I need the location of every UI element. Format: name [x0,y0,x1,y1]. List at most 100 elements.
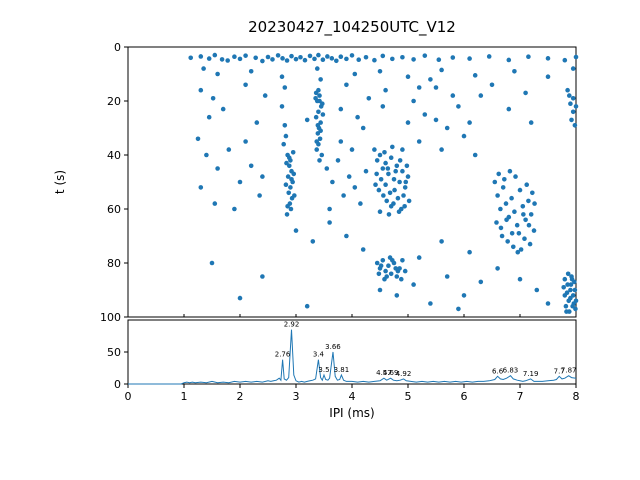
scatter-point [381,193,386,198]
scatter-point [397,158,403,163]
scatter-point [545,56,551,61]
scatter-point [288,206,294,212]
scatter-point [439,147,444,152]
scatter-point [498,225,504,231]
peak-label: 3.4 [313,351,325,359]
scatter-point [237,295,243,301]
scatter-point [568,287,573,293]
scatter-point [260,274,265,279]
y-tick-label: 100 [100,311,121,324]
scatter-point [320,101,325,106]
scatter-point [444,125,450,131]
scatter-point [563,303,569,309]
scatter-point [392,187,397,193]
scatter-point [320,57,326,62]
scatter-point [363,168,369,174]
scatter-point [243,82,248,88]
scatter-point [573,54,579,60]
scatter-point [402,204,407,209]
peak-label: 3.81 [334,366,350,374]
scatter-point [282,85,288,90]
scatter-point [285,204,290,209]
x-tick-label: 0 [125,390,132,403]
scatter-point [517,187,523,193]
scatter-point [456,104,461,109]
scatter-point [248,163,254,169]
scatter-point [204,152,209,158]
scatter-point [569,117,574,123]
peak-label: 2.76 [275,351,291,359]
chart-title: 20230427_104250UTC_V12 [248,18,456,36]
scatter-point [220,106,226,112]
scatter-point [478,279,484,285]
scatter-point [257,193,262,198]
scatter-point [374,158,380,163]
scatter-point [260,58,265,64]
scatter-point [317,136,323,142]
scatter-point [527,241,533,247]
scatter-point [502,177,507,182]
scatter-point [198,54,204,59]
scatter-point [334,58,339,64]
scatter-point [243,139,248,144]
scatter-point [404,163,410,169]
scatter-point [505,239,510,244]
scatter-point [317,93,322,98]
scatter-point [298,54,303,60]
scatter-point [489,82,495,88]
scatter-point [372,147,377,152]
scatter-point [390,144,395,150]
x-tick-label: 1 [181,390,188,403]
scatter-point [506,57,512,63]
scatter-point [188,55,194,61]
scatter-point [522,236,527,241]
scatter-point [280,56,285,61]
scatter-point [372,57,377,63]
scatter-point [374,171,379,177]
scatter-point [461,293,467,298]
scatter-point [198,87,204,93]
scatter-point [289,53,294,59]
scatter-point [344,56,349,62]
scatter-point [284,212,290,217]
scatter-point [356,57,362,62]
scatter-point [344,233,349,239]
scatter-point [436,57,442,62]
x-tick-label: 3 [293,390,300,403]
scatter-point [383,268,388,274]
scatter-point [355,114,360,120]
scatter-point [388,204,394,209]
scatter-point [279,74,285,79]
scatter-point [394,163,400,169]
scatter-point [312,56,317,62]
scatter-point [380,258,386,263]
scatter-point [232,54,237,60]
scatter-point [566,93,572,98]
scatter-plot-box [127,46,577,318]
scatter-point [390,258,395,263]
scatter-point [358,201,363,206]
scatter-point [310,239,316,244]
scatter-point [395,268,401,274]
x-tick-label: 7 [517,390,524,403]
scatter-point [215,166,220,171]
histogram-line [128,329,577,385]
scatter-point [212,52,218,58]
x-tick-label: 4 [349,390,356,403]
scatter-point [338,106,344,112]
scatter-point [514,222,520,228]
scatter-point [532,201,537,206]
scatter-point [377,287,383,293]
peak-label: 2.92 [284,321,300,329]
scatter-point [206,56,212,61]
scatter-point [394,274,400,279]
scatter-point [307,53,313,59]
scatter-point [376,187,382,193]
scatter-point [318,77,323,82]
scatter-point [237,56,243,62]
scatter-point [225,58,230,63]
scatter-point [467,120,472,125]
scatter-point [396,209,402,214]
scatter-point [352,185,358,190]
